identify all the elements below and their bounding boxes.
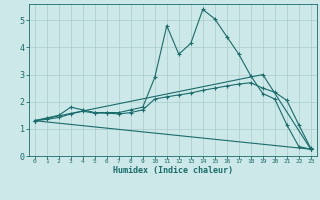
X-axis label: Humidex (Indice chaleur): Humidex (Indice chaleur) xyxy=(113,166,233,175)
